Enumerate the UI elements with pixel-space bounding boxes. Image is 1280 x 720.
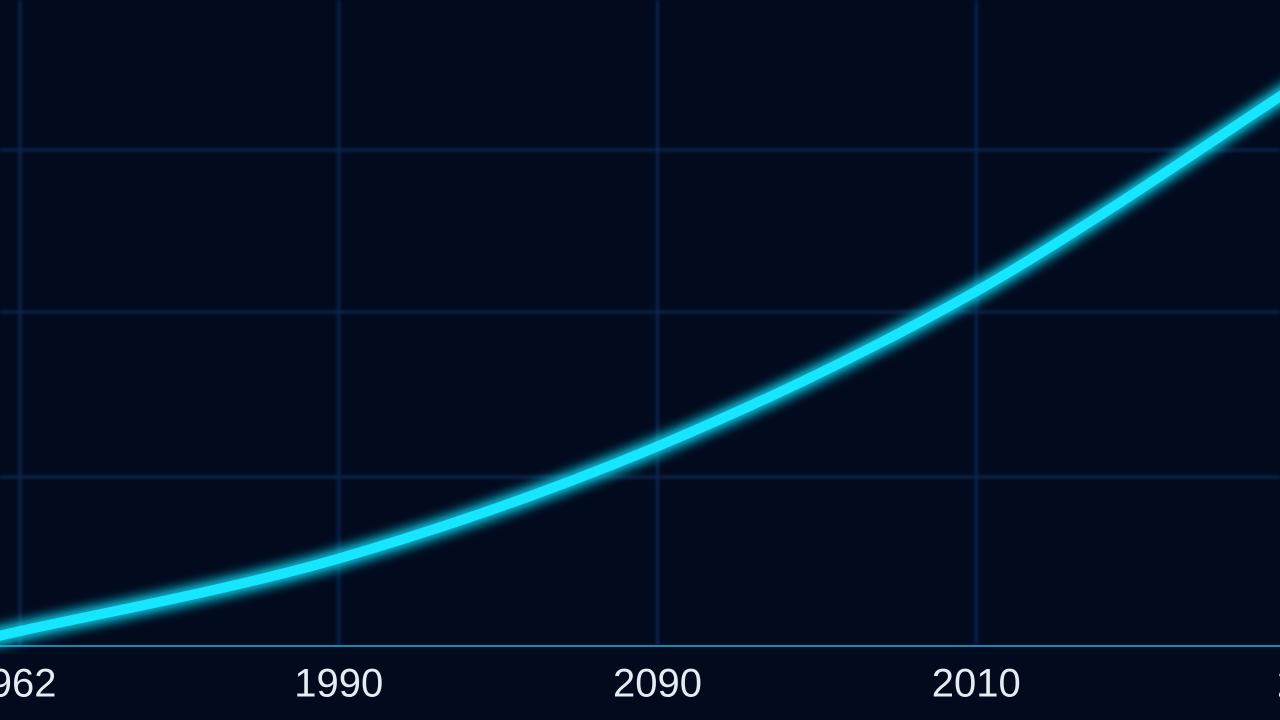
x-tick-label: 1990 — [294, 662, 383, 706]
grid — [18, 0, 978, 646]
x-tick-label: 2090 — [613, 662, 702, 706]
x-tick-label: 2010 — [932, 662, 1021, 706]
x-tick-label: 1962 — [0, 662, 56, 706]
x-tick-label: 2 — [1277, 662, 1280, 706]
data-line — [0, 90, 1280, 641]
plot — [0, 90, 1280, 641]
grid — [0, 148, 1280, 479]
